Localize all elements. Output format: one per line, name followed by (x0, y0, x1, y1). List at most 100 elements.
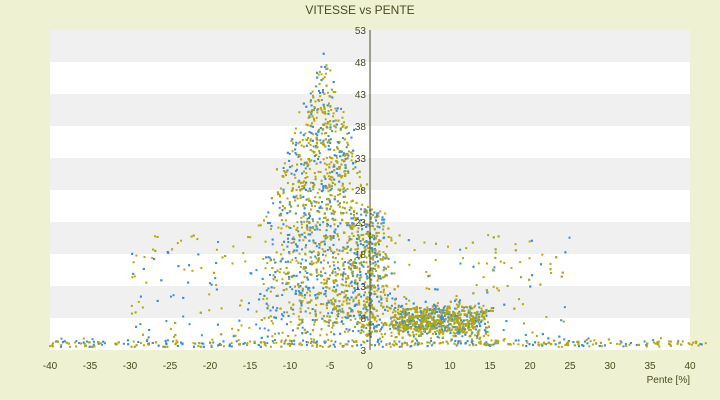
data-point (323, 143, 326, 146)
data-point (437, 314, 440, 317)
data-point (285, 288, 288, 291)
data-point (296, 284, 299, 287)
data-point (210, 344, 213, 347)
data-point (372, 286, 375, 289)
data-point (348, 208, 351, 211)
data-point (263, 294, 266, 297)
data-point (509, 343, 512, 346)
data-point (371, 234, 374, 237)
data-point (436, 329, 439, 332)
data-point (448, 310, 451, 313)
data-point (360, 234, 363, 237)
data-point (391, 324, 394, 327)
data-point (327, 203, 330, 206)
data-point (369, 323, 372, 326)
data-point (183, 268, 186, 271)
data-point (482, 304, 485, 307)
data-point (408, 315, 411, 318)
data-point (477, 262, 480, 265)
data-point (469, 329, 472, 332)
data-point (438, 320, 441, 323)
data-point (344, 281, 347, 284)
data-point (375, 242, 378, 245)
data-point (380, 302, 383, 305)
data-point (312, 185, 315, 188)
data-point (333, 333, 336, 336)
x-tick-label: 25 (564, 361, 576, 372)
data-point (379, 337, 382, 340)
data-point (302, 163, 305, 166)
data-point (371, 272, 374, 275)
data-point (311, 109, 314, 112)
data-point (281, 331, 284, 334)
data-point (358, 276, 361, 279)
data-point (402, 309, 405, 312)
data-point (471, 316, 474, 319)
data-point (521, 344, 524, 347)
data-point (318, 152, 321, 155)
data-point (444, 318, 447, 321)
data-point (435, 308, 438, 311)
data-point (384, 275, 387, 278)
data-point (459, 327, 462, 330)
data-point (370, 301, 373, 304)
data-point (172, 340, 175, 343)
data-point (405, 297, 408, 300)
data-point (385, 284, 388, 287)
data-point (485, 289, 488, 292)
data-point (350, 207, 353, 210)
data-point (397, 304, 400, 307)
data-point (375, 309, 378, 312)
data-point (139, 341, 142, 344)
data-point (351, 155, 354, 158)
data-point (461, 331, 464, 334)
data-point (300, 293, 303, 296)
data-point (355, 303, 358, 306)
data-point (356, 282, 359, 285)
data-point (324, 145, 327, 148)
data-point (359, 183, 362, 186)
data-point (302, 339, 305, 342)
data-point (460, 328, 463, 331)
data-point (281, 257, 284, 260)
data-point (357, 238, 360, 241)
data-point (92, 340, 95, 343)
data-point (247, 302, 250, 305)
data-point (354, 303, 357, 306)
data-point (302, 239, 305, 242)
data-point (326, 286, 329, 289)
data-point (208, 282, 211, 285)
data-point (398, 340, 401, 343)
data-point (307, 288, 310, 291)
data-point (210, 345, 213, 348)
data-point (322, 158, 325, 161)
data-point (353, 340, 356, 343)
data-point (346, 343, 349, 346)
data-point (393, 319, 396, 322)
data-point (366, 310, 369, 313)
data-point (473, 318, 476, 321)
data-point (307, 233, 310, 236)
data-point (283, 342, 286, 345)
data-point (355, 266, 358, 269)
data-point (589, 340, 592, 343)
data-point (560, 275, 563, 278)
y-tick-label: 23 (355, 218, 367, 229)
data-point (327, 139, 330, 142)
data-point (359, 262, 362, 265)
data-point (329, 274, 332, 277)
data-point (400, 313, 403, 316)
data-point (677, 340, 680, 343)
data-point (341, 116, 344, 119)
data-point (297, 315, 300, 318)
data-point (438, 328, 441, 331)
data-point (379, 258, 382, 261)
data-point (392, 316, 395, 319)
data-point (353, 282, 356, 285)
data-point (327, 134, 330, 137)
data-point (427, 322, 430, 325)
data-point (334, 257, 337, 260)
data-point (350, 296, 353, 299)
data-point (266, 297, 269, 300)
data-point (360, 219, 363, 222)
